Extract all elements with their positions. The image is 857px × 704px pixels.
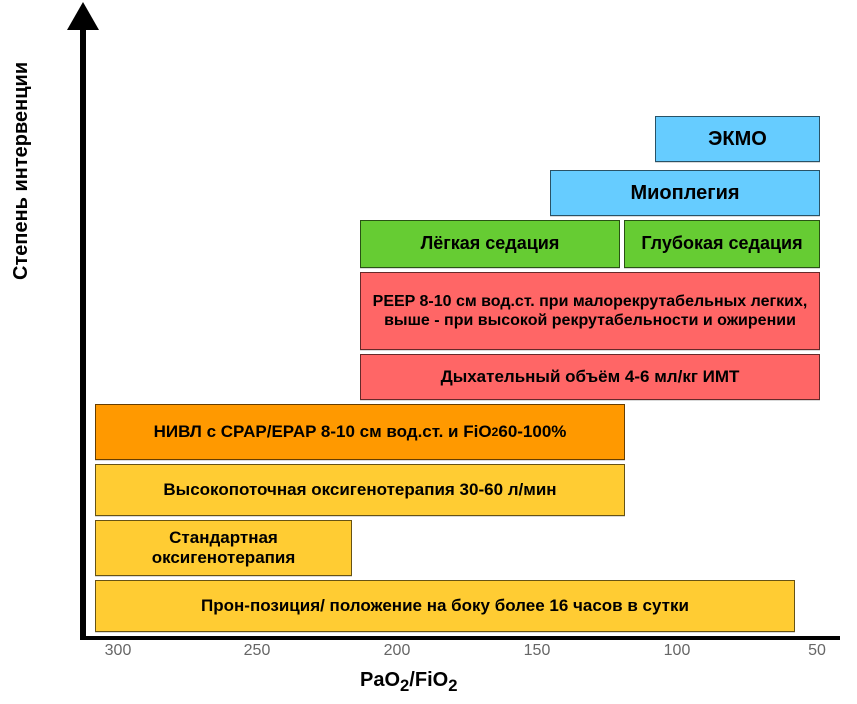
x-axis-label: PaO2/FiO2: [360, 669, 457, 696]
x-axis-line: [80, 636, 840, 640]
x-tick: 50: [808, 642, 826, 660]
bar-high-flow-oxygen: Высокопоточная оксигенотерапия 30-60 л/м…: [95, 464, 625, 516]
x-tick: 200: [384, 642, 411, 660]
bar-deep-sedation: Глубокая седация: [624, 220, 820, 268]
x-tick: 250: [244, 642, 271, 660]
bar-myoplegia: Миоплегия: [550, 170, 820, 216]
x-tick: 150: [524, 642, 551, 660]
bar-light-sedation: Лёгкая седация: [360, 220, 620, 268]
y-axis-line: [80, 20, 86, 640]
bar-standard-oxygen: Стандартная оксигенотерапия: [95, 520, 352, 576]
y-axis-arrow-icon: [67, 2, 99, 30]
chart-area: Прон-позиция/ положение на боку более 16…: [80, 20, 840, 640]
x-axis-ticks: 300 250 200 150 100 50: [80, 642, 840, 666]
x-tick: 100: [664, 642, 691, 660]
bar-tidal-volume: Дыхательный объём 4-6 мл/кг ИМТ: [360, 354, 820, 400]
bar-niv-cpap: НИВЛ с CPAP/EPAP 8-10 см вод.ст. и FiO2 …: [95, 404, 625, 460]
x-tick: 300: [105, 642, 132, 660]
y-axis-label: Степень интервенции: [10, 62, 33, 280]
bar-prone-position: Прон-позиция/ положение на боку более 16…: [95, 580, 795, 632]
bar-peep: PEEP 8-10 см вод.ст. при малорекрутабель…: [360, 272, 820, 350]
bar-ecmo: ЭКМО: [655, 116, 820, 162]
